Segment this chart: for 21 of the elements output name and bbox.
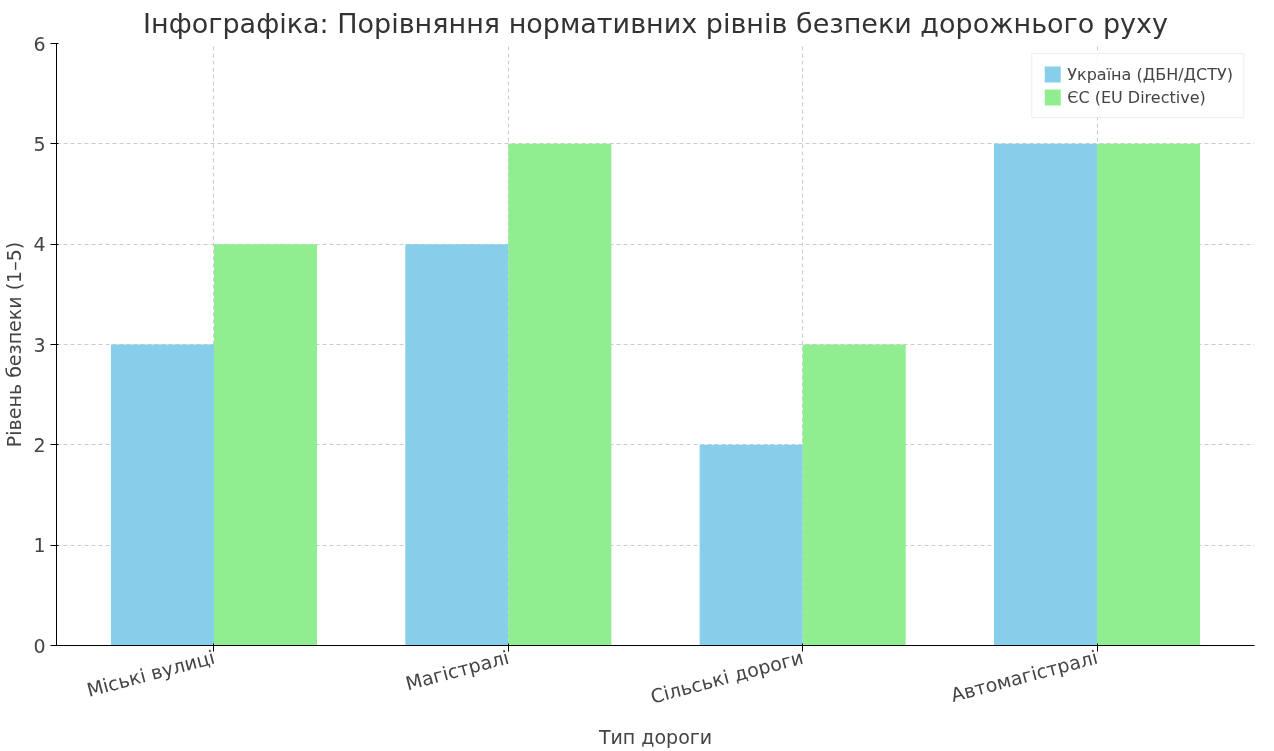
bar — [508, 143, 612, 646]
bar — [802, 344, 906, 646]
y-tick-label: 5 — [33, 132, 46, 155]
y-tick-label: 4 — [33, 233, 46, 256]
chart-title: Інфографіка: Порівняння нормативних рівнів безпеки дорожнього руху — [143, 7, 1168, 39]
bar — [994, 143, 1098, 646]
legend-label: Україна (ДБН/ДСТУ) — [1067, 64, 1233, 84]
x-tick-label: Міські вулиці — [84, 645, 217, 701]
y-tick-label: 0 — [33, 634, 46, 657]
bar — [1097, 143, 1201, 646]
x-axis-title: Тип дороги — [597, 726, 713, 749]
bar — [110, 344, 214, 646]
legend-label: ЄС (EU Directive) — [1067, 87, 1206, 107]
bar — [699, 444, 803, 646]
y-tick-label: 6 — [33, 32, 46, 55]
bar — [213, 244, 317, 646]
y-tick-label: 2 — [33, 433, 46, 456]
y-tick-label: 1 — [33, 534, 46, 557]
bar — [405, 244, 509, 646]
y-tick-label: 3 — [33, 333, 46, 356]
y-axis-title: Рівень безпеки (1–5) — [3, 241, 26, 448]
